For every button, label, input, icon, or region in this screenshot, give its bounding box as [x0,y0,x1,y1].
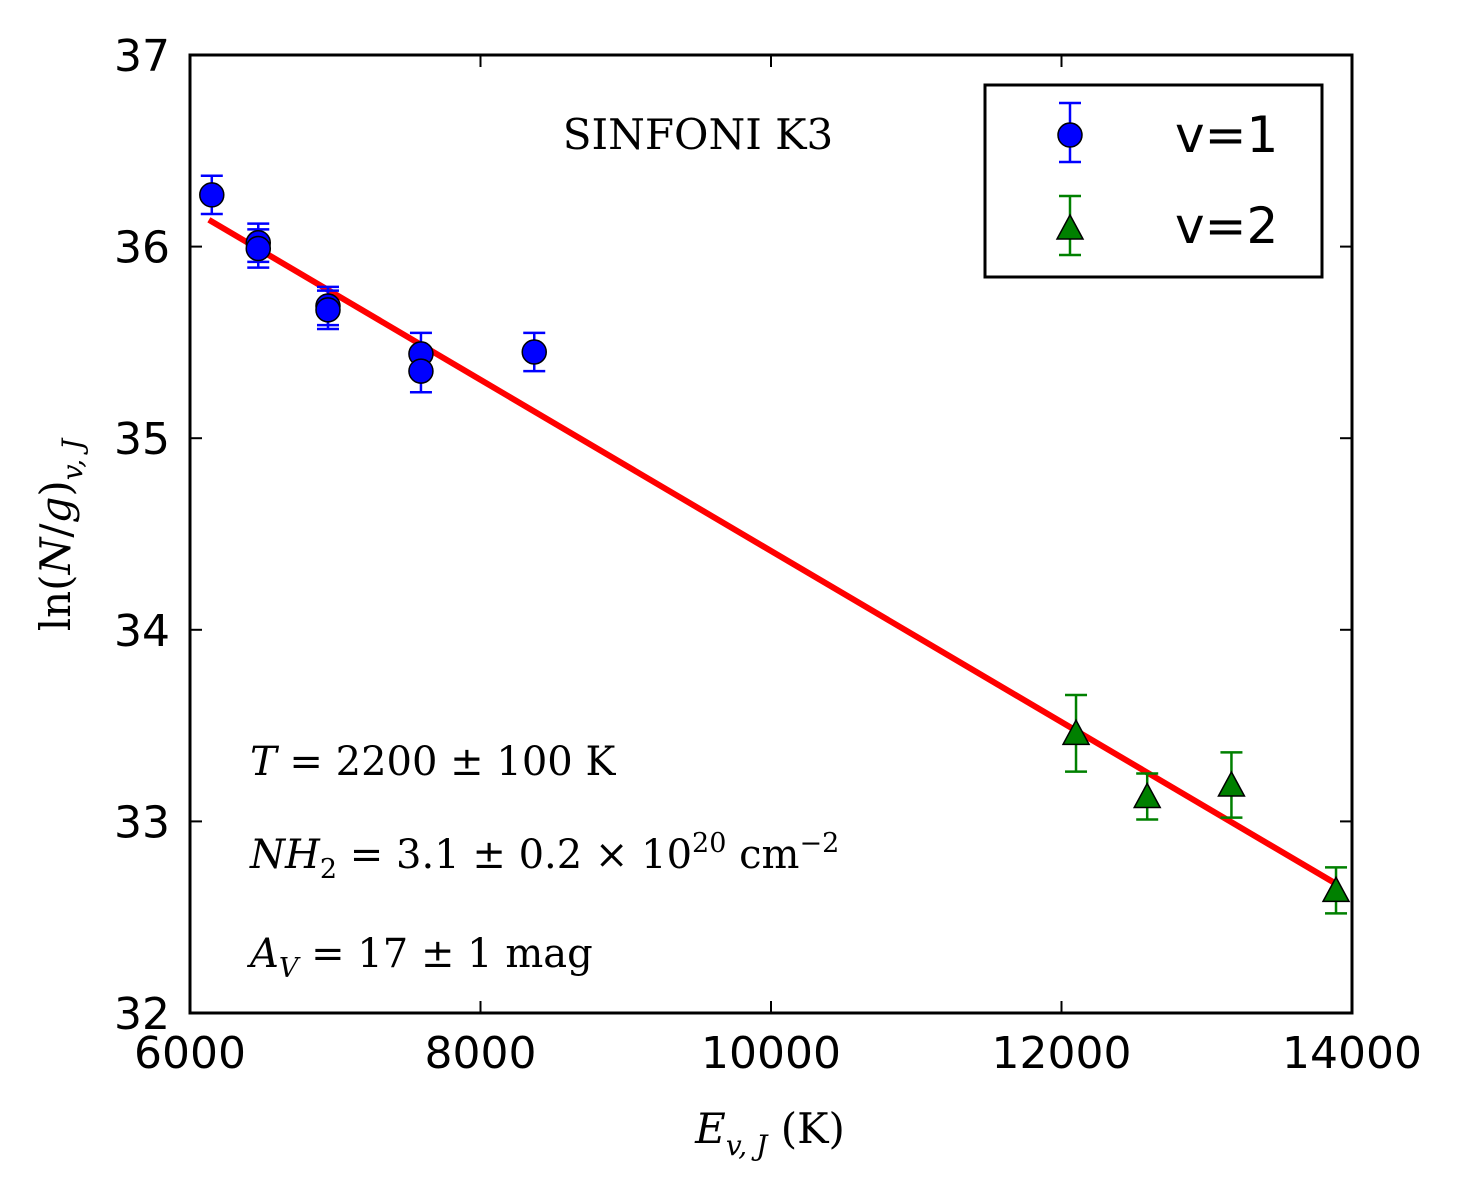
y-tick-label: 36 [114,223,170,274]
data-point-v2 [1132,781,1162,809]
x-tick-label: 8000 [425,1028,537,1079]
data-point-v1 [315,297,341,323]
x-tick-label: 6000 [134,1028,246,1079]
legend-label-v2: v=2 [1175,197,1278,255]
data-point-v1 [245,235,272,262]
legend-marker-v2 [1055,213,1085,240]
x-axis-title: Ev, J (K) [694,1104,845,1162]
axis-tick-labels: 6000 8000 10000 12000 14000 32 33 34 35 36 37 [114,31,1422,1079]
legend-box [983,83,1324,279]
annotation-extinction: AV = 17 ± 1 mag [246,931,593,984]
y-axis-title: ln(N/g)v, J [31,437,89,631]
axis-ticks [189,54,1353,1014]
data-point-v2 [1321,875,1351,903]
data-point-v1 [199,182,225,208]
data-point-v1 [521,339,547,365]
data-point-v1 [408,358,434,384]
legend: v=1 v=2 [983,83,1324,279]
x-tick-label: 10000 [701,1028,841,1079]
y-tick-label: 32 [114,989,170,1040]
chart-title: SINFONI K3 [563,110,833,159]
data-point-v2 [1217,770,1246,797]
data-point-v2 [1061,718,1091,746]
data-points [199,174,1351,915]
annotation-temperature: T = 2200 ± 100 K [250,739,616,785]
annotation-column-density: NH2 = 3.1 ± 0.2 × 1020 cm−2 [249,828,839,885]
x-tick-label: 12000 [992,1028,1132,1079]
legend-marker-v1 [1057,122,1083,148]
legend-label-v1: v=1 [1175,106,1278,164]
y-tick-label: 35 [114,414,170,465]
y-tick-label: 33 [114,797,170,848]
y-tick-label: 37 [114,31,170,82]
y-tick-label: 34 [114,606,170,657]
x-tick-label: 14000 [1282,1028,1422,1079]
